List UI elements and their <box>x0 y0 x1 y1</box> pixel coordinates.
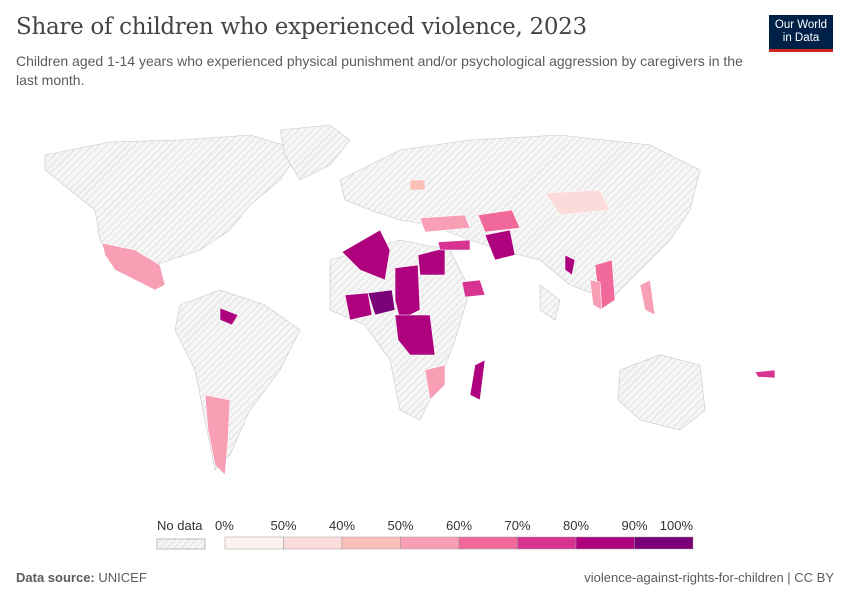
country-region[interactable] <box>409 179 426 191</box>
legend-no-data-swatch <box>156 538 206 550</box>
legend-bin-6 <box>575 536 635 550</box>
legend: No data 0% 50% 40% 50% 60% 70% 80% 90% 100% <box>150 515 710 555</box>
country-region[interactable] <box>461 279 486 298</box>
country-region[interactable] <box>341 229 391 281</box>
legend-tick-label: 50% <box>387 518 413 533</box>
logo-text: Our World in Data <box>774 19 828 44</box>
license-link[interactable]: violence-against-rights-for-children | C… <box>584 570 834 585</box>
country-region[interactable] <box>344 292 373 321</box>
owid-logo[interactable]: Our World in Data <box>769 15 833 52</box>
legend-bin-0 <box>224 536 284 550</box>
no-data-region <box>174 289 301 471</box>
legend-bin-1 <box>283 536 343 550</box>
legend-tick-label: 100% <box>660 518 694 533</box>
no-data-land <box>44 124 706 471</box>
country-region[interactable] <box>204 394 231 476</box>
country-region[interactable] <box>469 359 486 401</box>
legend-tick-label: 0% <box>215 518 234 533</box>
country-region[interactable] <box>564 254 576 276</box>
source-name: UNICEF <box>98 570 147 585</box>
legend-swatches: 0% 50% 40% 50% 60% 70% 80% 90% 100% <box>156 518 694 550</box>
legend-bin-3 <box>400 536 460 550</box>
country-region[interactable] <box>544 189 611 216</box>
country-region[interactable] <box>367 289 396 316</box>
country-region[interactable] <box>394 264 421 321</box>
legend-tick-label: 40% <box>329 518 355 533</box>
page-subtitle: Children aged 1-14 years who experienced… <box>16 53 743 88</box>
country-region[interactable] <box>219 307 239 326</box>
legend-tick-label: 90% <box>621 518 647 533</box>
country-region[interactable] <box>639 279 656 316</box>
country-region[interactable] <box>394 314 436 356</box>
no-data-region <box>44 134 301 271</box>
country-region[interactable] <box>437 239 471 251</box>
no-data-region <box>617 354 706 431</box>
data-countries <box>101 179 776 476</box>
data-source: Data source: UNICEF <box>16 570 147 585</box>
legend-tick-label: 50% <box>270 518 296 533</box>
country-region[interactable] <box>101 242 166 291</box>
country-region[interactable] <box>417 247 446 276</box>
source-label: Data source: <box>16 570 95 585</box>
country-region[interactable] <box>484 229 516 261</box>
legend-bin-5 <box>517 536 577 550</box>
legend-tick-label: 80% <box>563 518 589 533</box>
page-title: Share of children who experienced violen… <box>16 14 587 40</box>
country-region[interactable] <box>419 214 471 233</box>
legend-tick-label: 60% <box>446 518 472 533</box>
legend-tick-label: 70% <box>504 518 530 533</box>
country-region[interactable] <box>424 364 446 401</box>
country-region[interactable] <box>589 279 603 311</box>
legend-bin-2 <box>341 536 401 550</box>
world-map <box>44 124 776 476</box>
country-region[interactable] <box>754 369 776 379</box>
legend-no-data-label: No data <box>157 518 203 533</box>
no-data-region <box>279 124 351 181</box>
legend-bin-4 <box>458 536 518 550</box>
no-data-region <box>539 284 561 321</box>
country-region[interactable] <box>477 209 521 233</box>
legend-bin-7 <box>634 536 694 550</box>
